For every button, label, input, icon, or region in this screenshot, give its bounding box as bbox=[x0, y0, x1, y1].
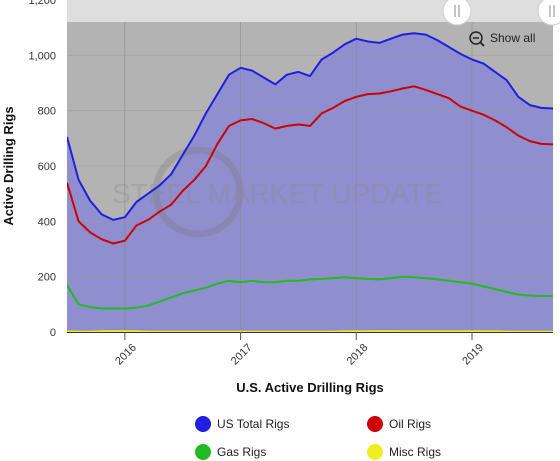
watermark: STEEL MARKET UPDATE bbox=[112, 146, 443, 238]
legend-label: US Total Rigs bbox=[217, 417, 289, 431]
legend: US Total Rigs Oil Rigs Gas Rigs Misc Rigs bbox=[195, 416, 441, 460]
x-axis-title: U.S. Active Drilling Rigs bbox=[236, 380, 384, 395]
zoom-out-icon bbox=[469, 31, 483, 45]
legend-item-misc-rigs[interactable]: Misc Rigs bbox=[367, 444, 441, 460]
series-line-misc-rigs bbox=[67, 330, 553, 332]
watermark-logo-icon bbox=[152, 146, 244, 238]
area-layer bbox=[67, 33, 553, 332]
show-all-label: Show all bbox=[490, 31, 535, 45]
y-tick-label: 400 bbox=[38, 216, 56, 228]
y-tick-label: 1,000 bbox=[28, 50, 56, 62]
series-lines bbox=[67, 32, 553, 332]
y-tick-label: 1,200 bbox=[28, 0, 56, 7]
x-tick-label: 2019 bbox=[460, 342, 486, 368]
grid-lines bbox=[67, 0, 553, 332]
legend-marker bbox=[367, 444, 383, 460]
series-line-oil-rigs bbox=[67, 85, 553, 245]
legend-marker bbox=[195, 444, 211, 460]
legend-item-oil-rigs[interactable]: Oil Rigs bbox=[367, 416, 431, 432]
navigator-track[interactable] bbox=[67, 0, 553, 22]
x-tick-label: 2018 bbox=[345, 342, 371, 368]
navigator[interactable] bbox=[67, 0, 560, 26]
series-line-us-total-rigs bbox=[67, 32, 553, 221]
total-rigs-area bbox=[67, 33, 553, 332]
x-tick-label: 2016 bbox=[113, 342, 139, 368]
y-tick-label: 600 bbox=[38, 161, 56, 173]
legend-item-gas-rigs[interactable]: Gas Rigs bbox=[195, 444, 266, 460]
navigator-right-handle[interactable] bbox=[537, 0, 560, 26]
legend-label: Gas Rigs bbox=[217, 445, 266, 459]
y-tick-label: 200 bbox=[38, 272, 56, 284]
show-all-button[interactable]: Show all bbox=[469, 31, 535, 47]
legend-label: Misc Rigs bbox=[389, 445, 441, 459]
series-line-gas-rigs bbox=[67, 275, 553, 310]
legend-marker bbox=[195, 416, 211, 432]
y-tick-label: 0 bbox=[50, 327, 56, 339]
watermark-text: STEEL MARKET UPDATE bbox=[112, 178, 443, 209]
legend-label: Oil Rigs bbox=[389, 417, 431, 431]
y-tick-label: 800 bbox=[38, 106, 56, 118]
legend-marker bbox=[367, 416, 383, 432]
legend-item-us-total-rigs[interactable]: US Total Rigs bbox=[195, 416, 289, 432]
y-axis-title: Active Drilling Rigs bbox=[1, 106, 16, 225]
x-tick-label: 2017 bbox=[229, 342, 255, 368]
x-tick-labels: 2016 2017 2018 2019 bbox=[113, 332, 486, 367]
navigator-left-handle[interactable] bbox=[442, 0, 472, 26]
y-tick-labels: 0 200 400 600 800 1,000 1,200 bbox=[28, 0, 56, 339]
